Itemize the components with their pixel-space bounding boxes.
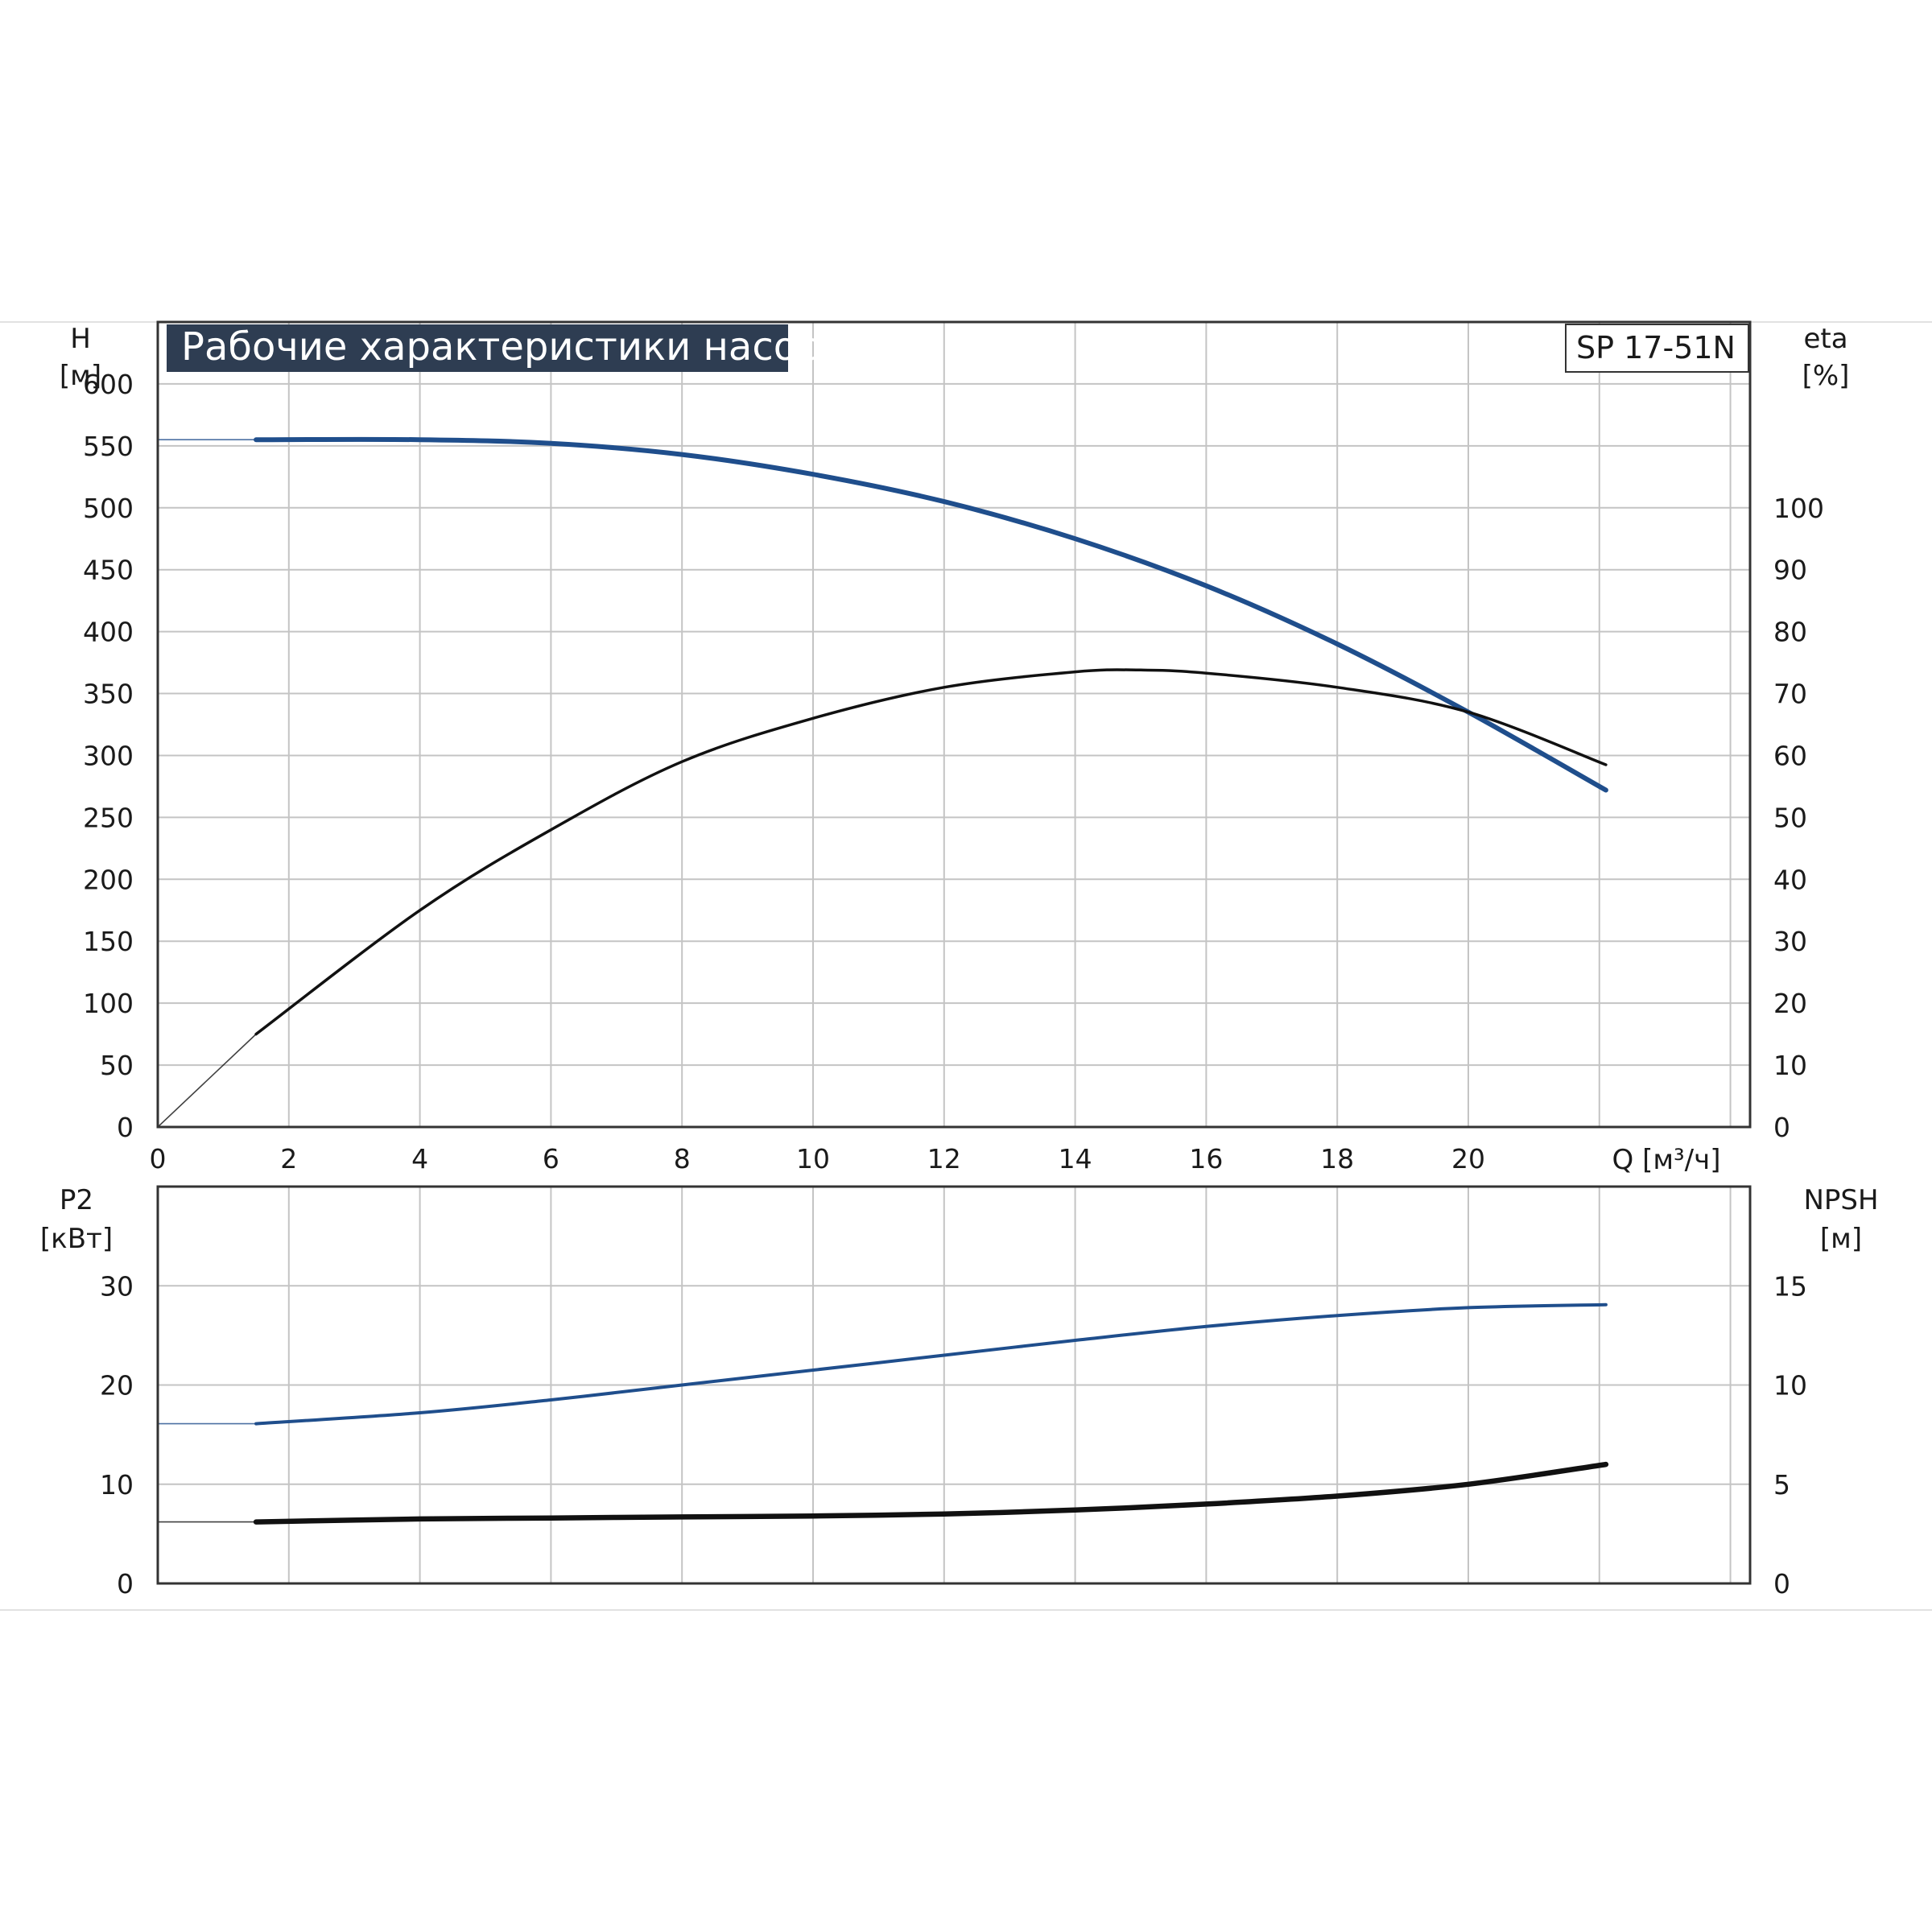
head-tick-label: 300 [83,740,134,771]
head-tick-label: 350 [83,679,134,710]
eta-tick-label: 80 [1773,617,1807,648]
bottom-chart-grid [158,1187,1750,1583]
x-tick-label: 16 [1189,1143,1223,1174]
head-tick-label: 200 [83,864,134,895]
model-label-box [1565,324,1749,373]
x-tick-label: 14 [1059,1143,1092,1174]
efficiency-curve [254,668,1608,1036]
eta-tick-label: 20 [1773,988,1807,1019]
head-tick-label: 600 [83,369,134,400]
flow-axis-title: Q [м³/ч] [1612,1144,1721,1176]
top-chart-grid [158,321,1750,1127]
power-tick-label: 10 [100,1469,134,1501]
eta-tick-label: 40 [1773,864,1807,895]
head-tick-label: 50 [100,1050,134,1081]
head-tick-label: 250 [83,802,134,833]
npsh-curve [253,1461,1609,1525]
x-tick-label: 12 [927,1143,961,1174]
chart-title: Рабочие характеристики насоса [181,324,842,369]
head-axis-unit: [м] [60,360,101,392]
eta-axis-title: eta [1803,323,1847,355]
head-tick-label: 550 [83,431,134,462]
x-tick-label: 0 [150,1143,167,1174]
npsh-axis-title: NPSH [1803,1184,1878,1216]
eta-tick-label: 50 [1773,802,1807,833]
head-tick-label: 500 [83,493,134,524]
head-curve [254,436,1608,793]
npsh-axis-unit: [м] [1820,1223,1862,1255]
power-axis-title: P2 [60,1184,93,1216]
x-tick-label: 8 [674,1143,691,1174]
head-tick-label: 150 [83,926,134,957]
head-tick-label: 450 [83,555,134,586]
head-tick-label: 100 [83,988,134,1019]
x-tick-label: 6 [543,1143,559,1174]
head-tick-label: 400 [83,617,134,648]
bottom-chart-frame [156,1185,1752,1585]
chart-title-box [167,324,788,372]
power-curve [254,1302,1608,1426]
eta-tick-label: 70 [1773,679,1807,710]
eta-tick-label: 10 [1773,1050,1807,1081]
x-tick-label: 10 [796,1143,830,1174]
top-chart-frame [156,320,1752,1129]
power-tick-label: 20 [100,1370,134,1402]
npsh-tick-label: 10 [1773,1370,1807,1402]
eta-axis-unit: [%] [1802,360,1850,392]
x-tick-label: 18 [1320,1143,1354,1174]
x-tick-label: 20 [1451,1143,1485,1174]
x-tick-label: 4 [411,1143,428,1174]
npsh-tick-label: 0 [1773,1568,1790,1600]
npsh-tick-label: 5 [1773,1469,1790,1501]
eta-tick-label: 0 [1773,1112,1790,1143]
npsh-tick-label: 15 [1773,1270,1807,1302]
head-tick-label: 0 [117,1112,134,1143]
eta-tick-label: 30 [1773,926,1807,957]
eta-tick-label: 90 [1773,555,1807,586]
efficiency-curve-extrapolation [157,1034,257,1128]
power-axis-unit: [кВт] [40,1223,113,1255]
power-tick-label: 0 [117,1568,134,1600]
model-label: SP 17-51N [1576,330,1736,365]
power-tick-label: 30 [100,1270,134,1302]
x-tick-label: 2 [280,1143,297,1174]
chart-curves [157,436,1609,1525]
eta-tick-label: 100 [1773,493,1824,524]
eta-tick-label: 60 [1773,740,1807,771]
head-axis-title: H [70,323,91,355]
tick-labels: 0 2 4 6 8 10 12 14 16 18 2005010015020025030035040… [83,369,1824,1600]
